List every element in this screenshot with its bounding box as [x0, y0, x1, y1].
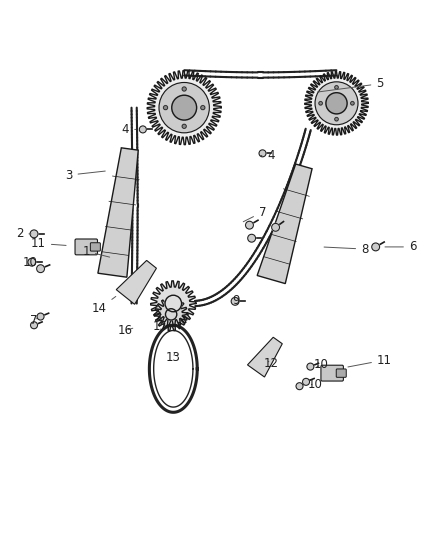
- FancyBboxPatch shape: [321, 365, 343, 381]
- Circle shape: [351, 101, 354, 105]
- Circle shape: [159, 83, 209, 133]
- Polygon shape: [257, 164, 312, 284]
- Polygon shape: [98, 148, 138, 277]
- Text: 3: 3: [65, 168, 105, 182]
- Text: 13: 13: [166, 351, 181, 365]
- Text: 11: 11: [348, 353, 392, 367]
- Circle shape: [372, 243, 380, 251]
- Text: 5: 5: [318, 77, 384, 92]
- Text: 1: 1: [82, 245, 110, 258]
- Text: 4: 4: [122, 123, 136, 136]
- Circle shape: [163, 106, 168, 110]
- Circle shape: [307, 363, 314, 370]
- Polygon shape: [247, 337, 282, 377]
- Polygon shape: [147, 71, 221, 144]
- Polygon shape: [116, 261, 156, 304]
- Circle shape: [37, 313, 44, 320]
- Text: 4: 4: [260, 149, 275, 162]
- Text: 12: 12: [264, 357, 279, 369]
- Circle shape: [326, 93, 347, 114]
- Circle shape: [335, 117, 338, 121]
- Text: 6: 6: [385, 240, 417, 253]
- Text: 8: 8: [324, 243, 368, 256]
- FancyBboxPatch shape: [75, 239, 98, 255]
- Text: 9: 9: [233, 294, 240, 307]
- Circle shape: [231, 297, 239, 305]
- Circle shape: [201, 106, 205, 110]
- Circle shape: [335, 86, 338, 89]
- Circle shape: [182, 124, 186, 128]
- Circle shape: [172, 95, 197, 120]
- Polygon shape: [305, 71, 368, 135]
- Circle shape: [259, 150, 266, 157]
- Text: 7: 7: [243, 206, 266, 222]
- Text: 10: 10: [307, 378, 322, 391]
- Circle shape: [296, 383, 303, 390]
- Text: 10: 10: [314, 358, 328, 371]
- Polygon shape: [151, 281, 196, 326]
- Circle shape: [37, 265, 45, 272]
- Circle shape: [319, 101, 322, 105]
- Text: 15: 15: [153, 320, 168, 333]
- Text: 2: 2: [16, 228, 31, 240]
- Circle shape: [166, 309, 177, 320]
- Circle shape: [246, 221, 253, 229]
- Circle shape: [30, 230, 38, 238]
- Text: 10: 10: [22, 256, 37, 269]
- Circle shape: [272, 223, 279, 231]
- FancyBboxPatch shape: [336, 369, 346, 377]
- Text: 16: 16: [118, 324, 133, 337]
- Circle shape: [139, 126, 146, 133]
- Text: 14: 14: [92, 296, 116, 315]
- Text: 11: 11: [31, 237, 66, 250]
- Circle shape: [165, 295, 182, 312]
- Circle shape: [303, 378, 310, 385]
- Text: 7: 7: [30, 314, 38, 327]
- FancyBboxPatch shape: [90, 243, 100, 251]
- Circle shape: [182, 87, 186, 91]
- Circle shape: [31, 322, 38, 329]
- Circle shape: [315, 82, 358, 125]
- Polygon shape: [155, 298, 187, 331]
- Circle shape: [248, 235, 255, 242]
- Circle shape: [28, 258, 36, 266]
